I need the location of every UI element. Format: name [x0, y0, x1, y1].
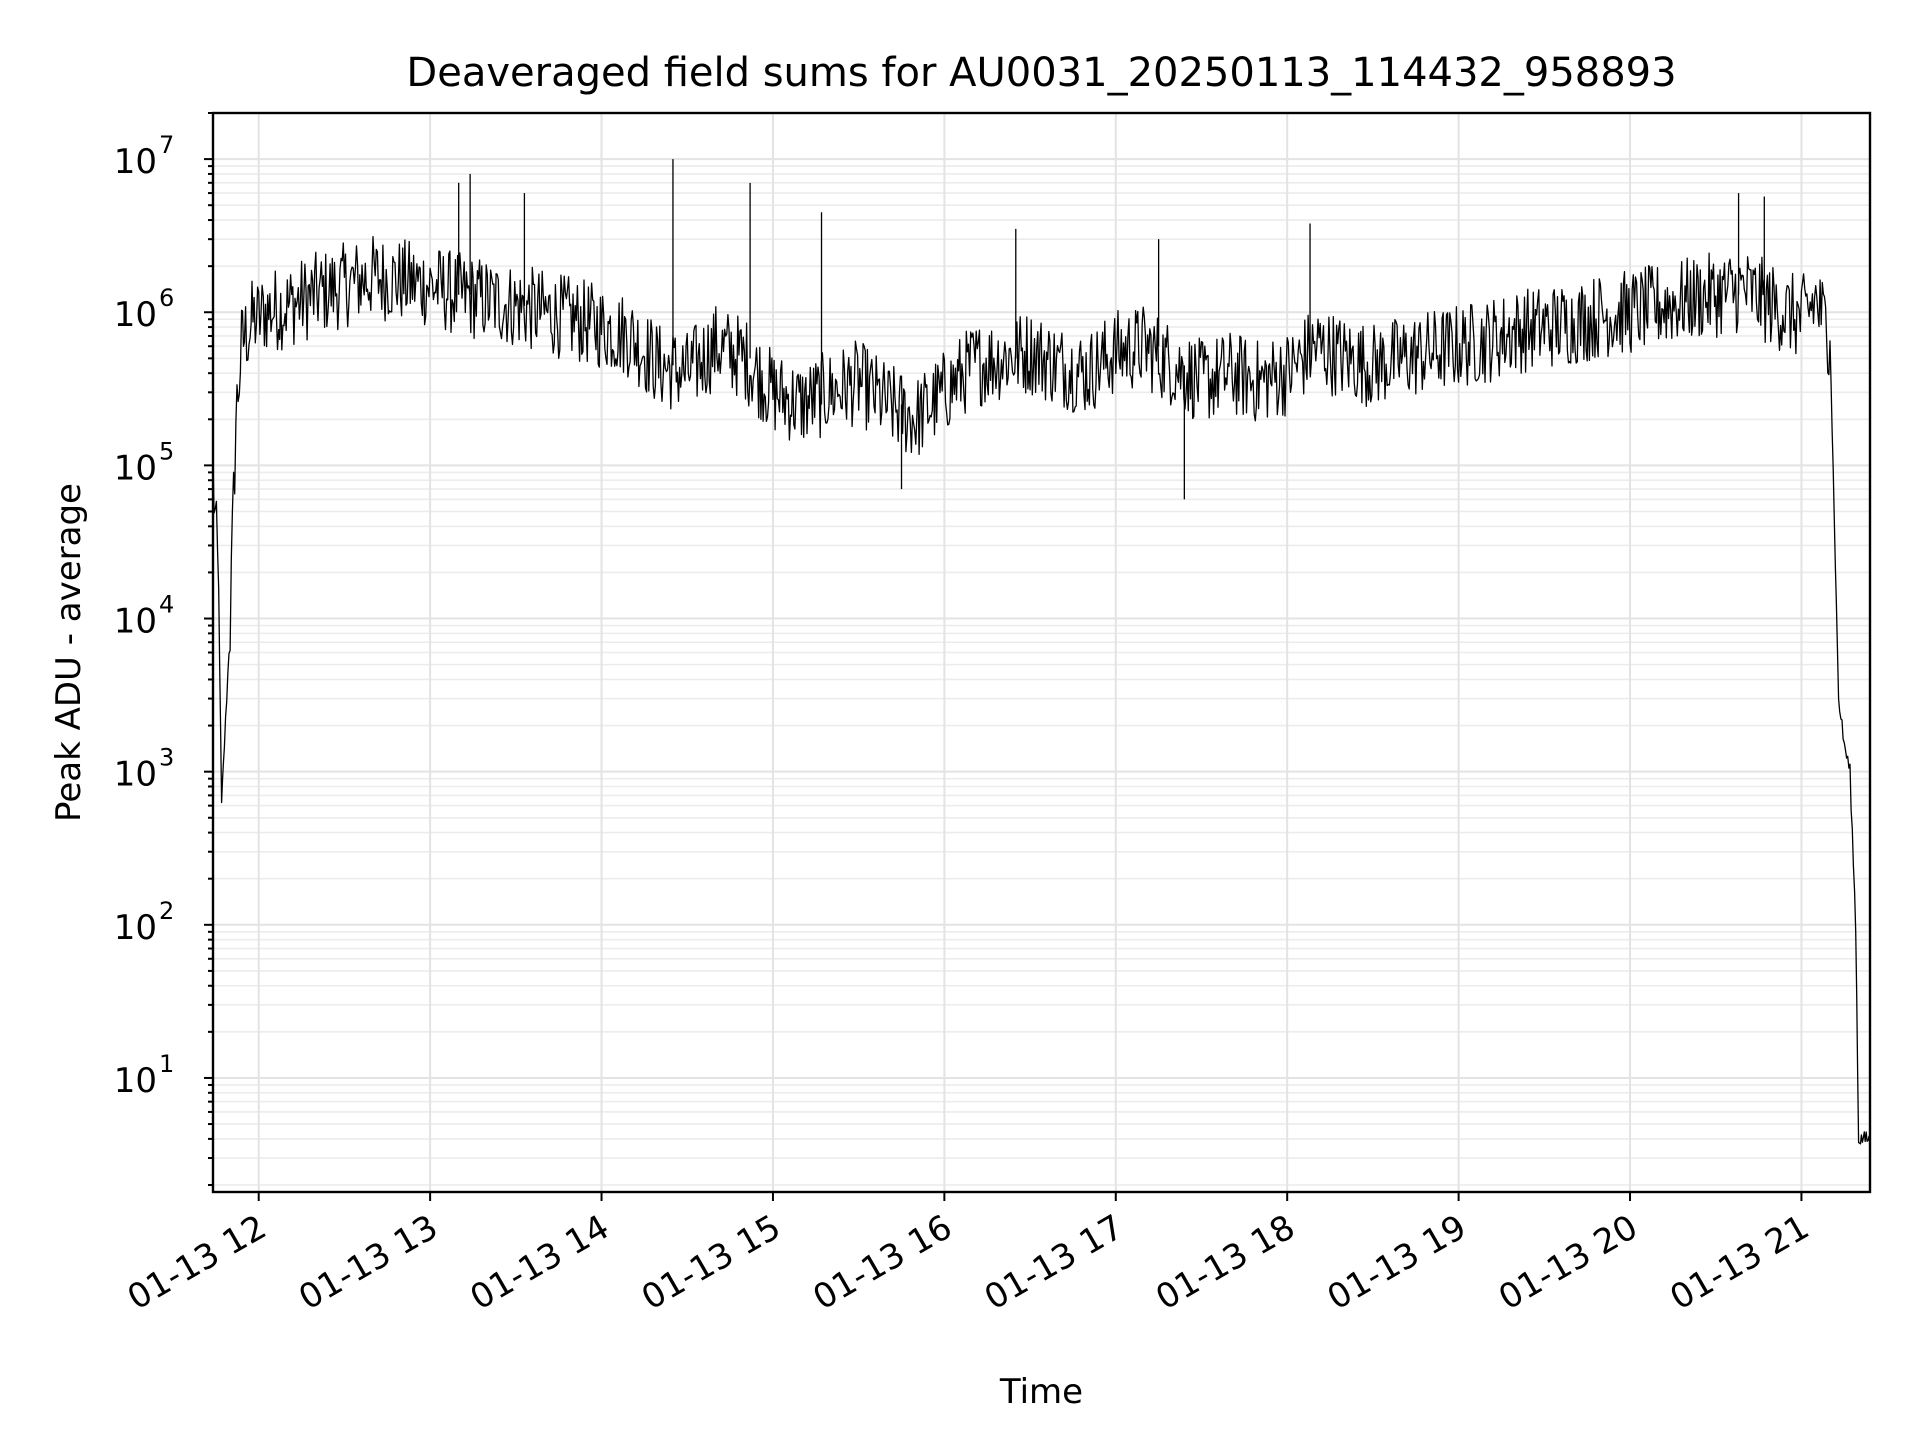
x-tick-label: 01-13 19 — [1321, 1207, 1473, 1318]
y-tick-exponent: 4 — [159, 591, 174, 619]
y-tick-label: 10 — [114, 448, 157, 488]
y-tick-label: 10 — [114, 1061, 157, 1101]
y-tick-label: 10 — [114, 602, 157, 642]
x-tick-label: 01-13 13 — [292, 1207, 444, 1318]
x-tick-label: 01-13 21 — [1664, 1207, 1816, 1318]
y-tick-exponent: 3 — [159, 744, 174, 772]
x-tick-label: 01-13 18 — [1149, 1207, 1301, 1318]
y-axis-label: Peak ADU - average — [49, 483, 89, 822]
y-tick-exponent: 5 — [159, 437, 174, 465]
y-tick-label: 10 — [114, 142, 157, 182]
chart-title: Deaveraged field sums for AU0031_2025011… — [406, 50, 1676, 96]
x-tick-label: 01-13 16 — [806, 1207, 958, 1318]
x-tick-label: 01-13 14 — [464, 1207, 616, 1318]
x-tick-label: 01-13 15 — [635, 1207, 787, 1318]
series-layer — [212, 159, 1871, 1145]
y-tick-exponent: 7 — [159, 131, 174, 159]
y-tick-exponent: 2 — [159, 897, 174, 925]
y-tick-exponent: 6 — [159, 284, 174, 312]
x-tick-label: 01-13 12 — [121, 1207, 273, 1318]
y-tick-label: 10 — [114, 295, 157, 335]
x-tick-label: 01-13 20 — [1492, 1207, 1644, 1318]
series-line — [212, 236, 1871, 1145]
x-tick-label: 01-13 17 — [978, 1207, 1130, 1318]
y-tick-label: 10 — [114, 755, 157, 795]
y-tick-label: 10 — [114, 908, 157, 948]
y-tick-exponent: 1 — [159, 1050, 174, 1078]
x-axis-label: Time — [999, 1372, 1083, 1412]
